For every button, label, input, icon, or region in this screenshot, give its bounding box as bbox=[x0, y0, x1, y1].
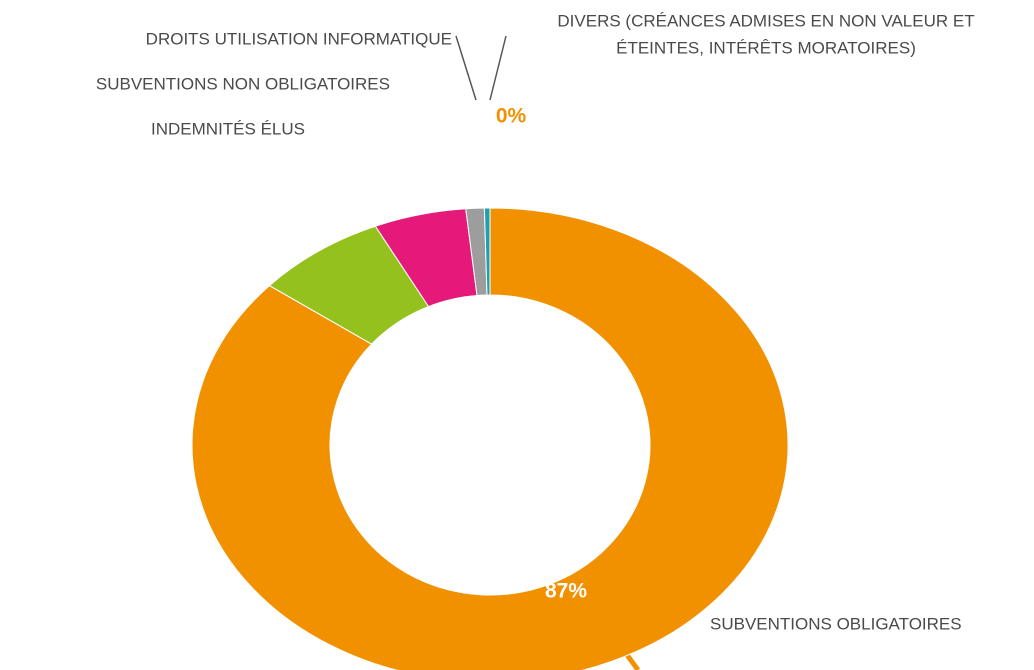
value-label: 87% bbox=[545, 580, 587, 603]
slice bbox=[191, 207, 789, 670]
category-label: ÉTEINTES, INTÉRÊTS MORATOIRES) bbox=[616, 38, 916, 57]
slice bbox=[483, 207, 491, 296]
value-label: 5% bbox=[417, 141, 448, 164]
value-label: 0% bbox=[496, 105, 527, 128]
value-label: 1% bbox=[455, 118, 486, 141]
category-label: SUBVENTIONS OBLIGATOIRES bbox=[710, 614, 962, 633]
category-label: SUBVENTIONS NON OBLIGATOIRES bbox=[96, 74, 390, 93]
category-label: DROITS UTILISATION INFORMATIQUE bbox=[146, 29, 452, 48]
value-label: 7% bbox=[347, 178, 378, 201]
leader-line bbox=[455, 35, 477, 101]
category-label: DIVERS (CRÉANCES ADMISES EN NON VALEUR E… bbox=[557, 11, 974, 30]
category-label: INDEMNITÉS ÉLUS bbox=[151, 119, 305, 138]
leader-line bbox=[489, 35, 507, 101]
